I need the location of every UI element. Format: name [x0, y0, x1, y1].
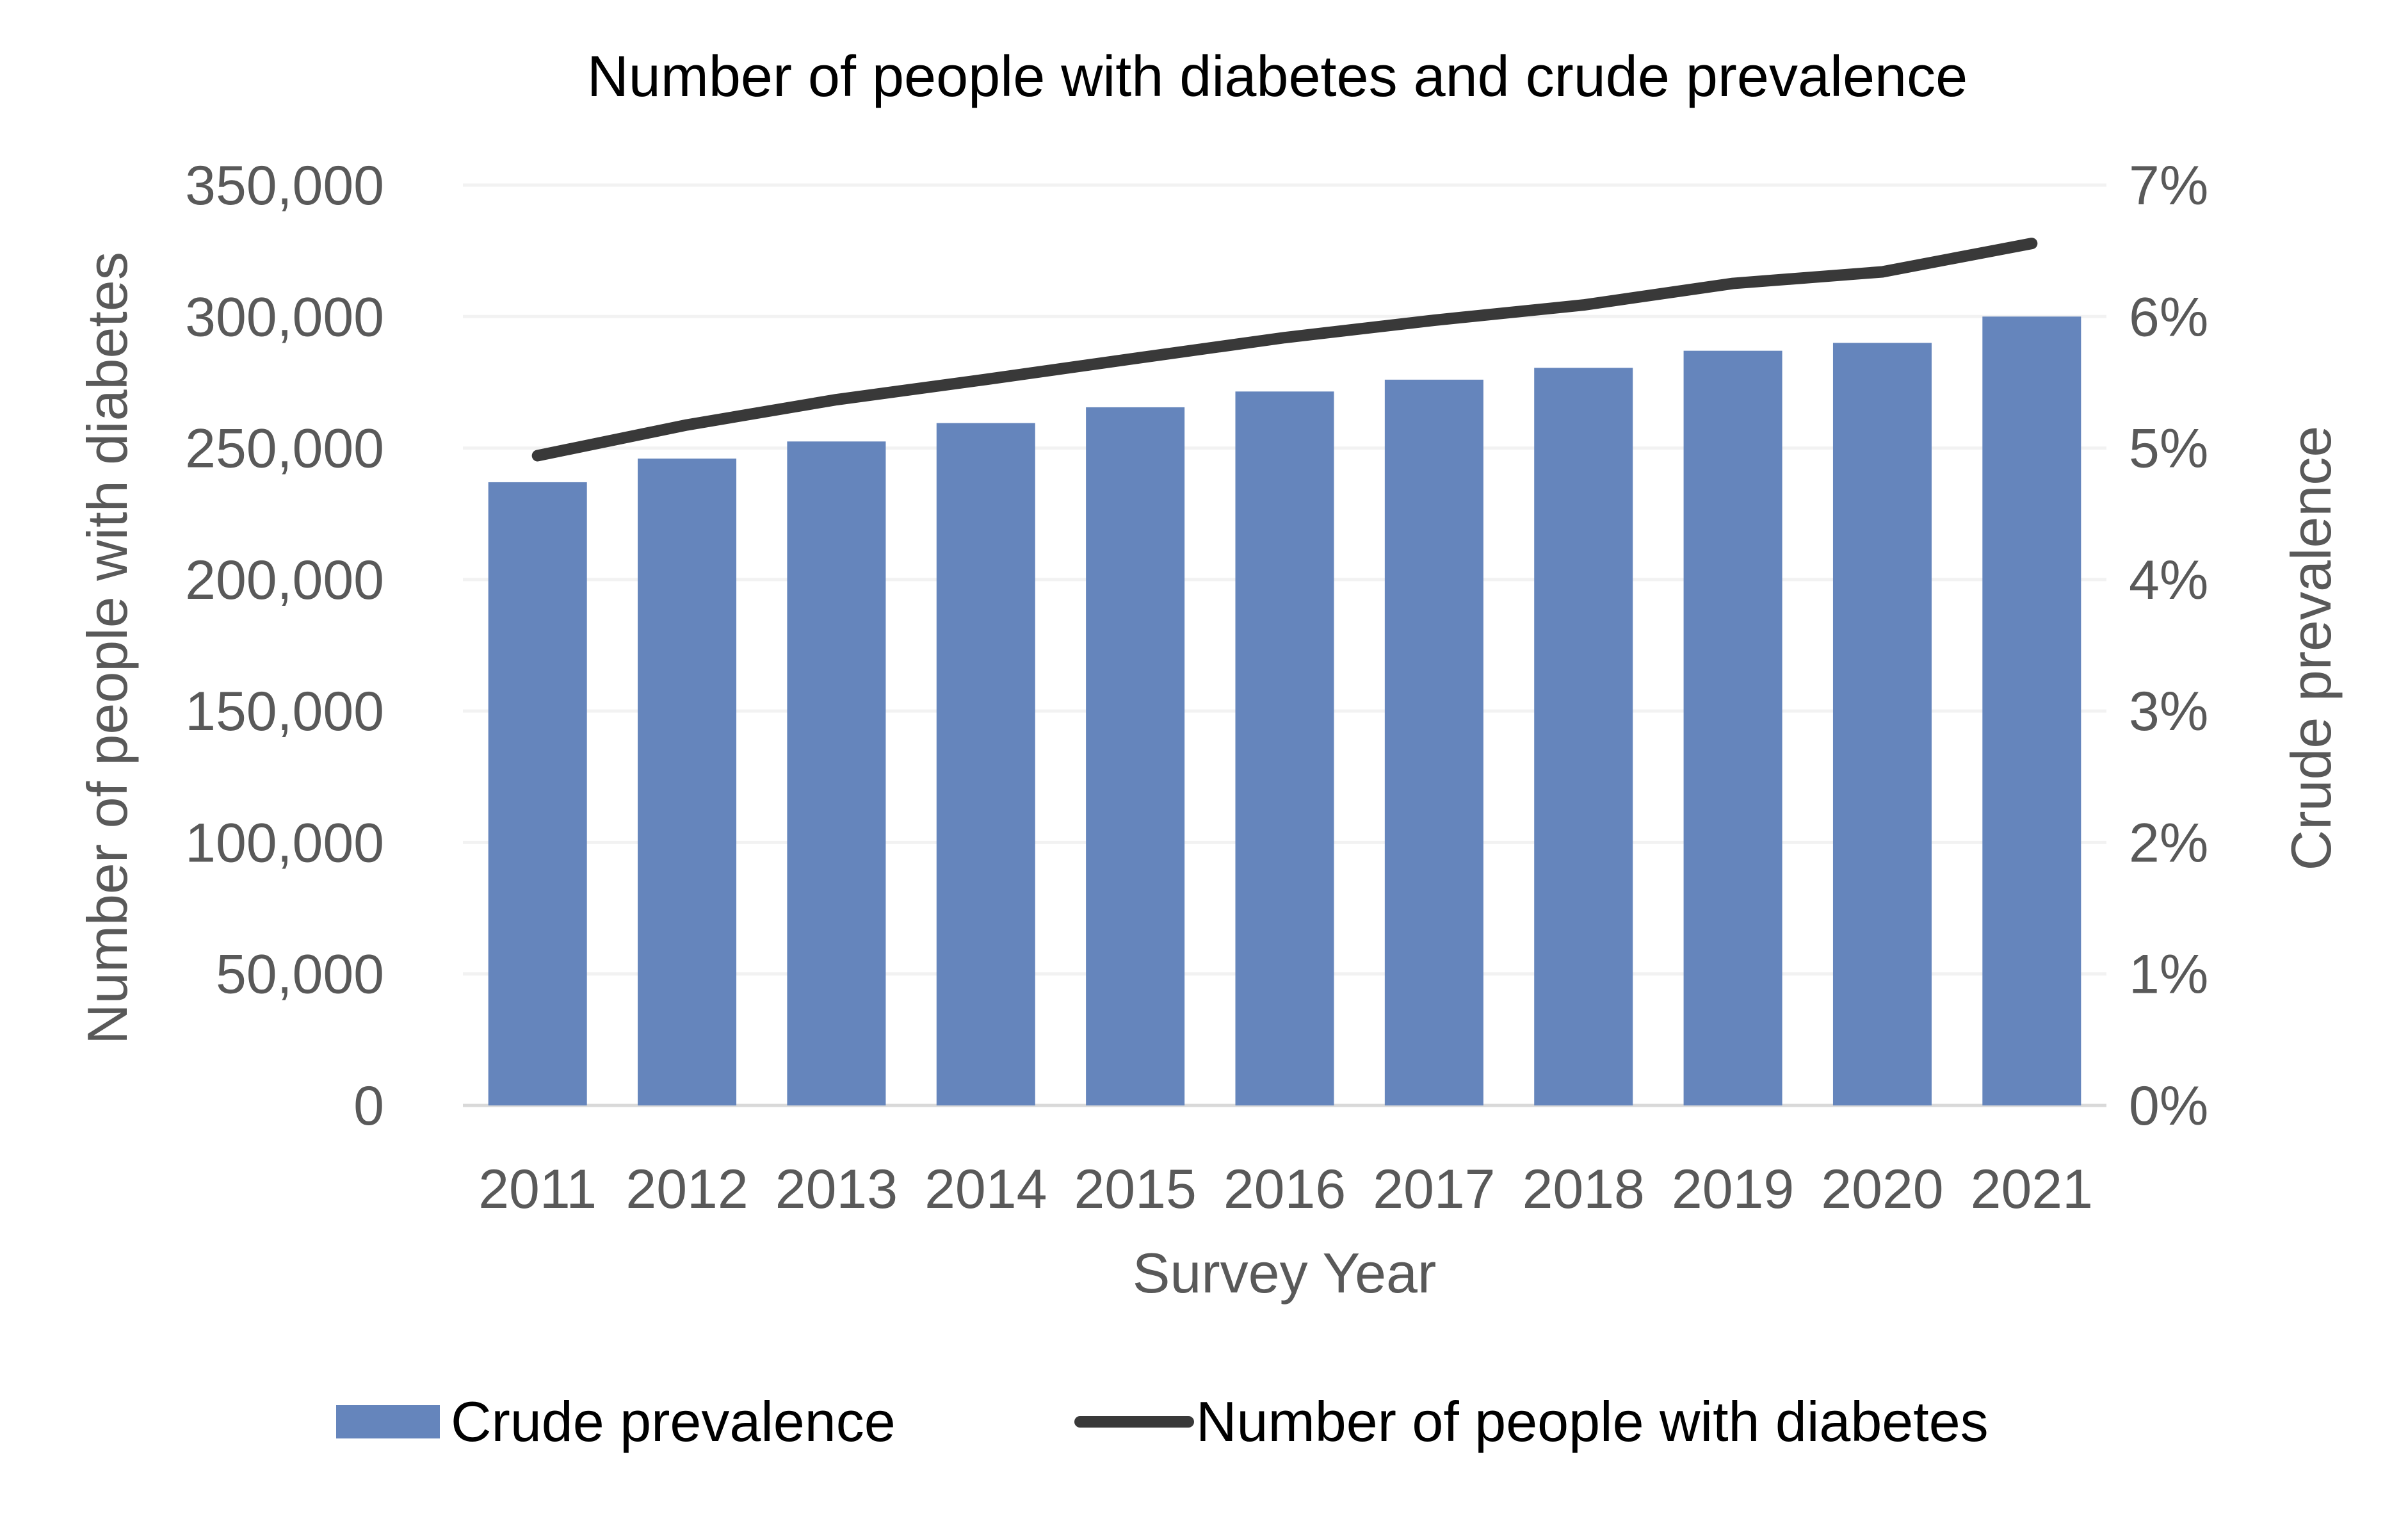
y-right-tick-label: 3%: [2129, 681, 2208, 742]
x-tick-label: 2019: [1672, 1159, 1794, 1220]
y-right-tick-label: 0%: [2129, 1075, 2208, 1137]
legend: Crude prevalence Number of people with d…: [336, 1390, 1989, 1453]
chart-title: Number of people with diabetes and crude…: [587, 45, 1968, 109]
y-right-tick-label: 4%: [2129, 550, 2208, 611]
y-right-tick-label: 6%: [2129, 286, 2208, 348]
y-right-tick-label: 5%: [2129, 418, 2208, 480]
bar-2014: [936, 423, 1035, 1105]
y-left-tick-label: 300,000: [185, 286, 384, 348]
x-tick-label: 2012: [626, 1159, 748, 1220]
x-tick-label: 2021: [1971, 1159, 2093, 1220]
bar-2019: [1683, 350, 1782, 1106]
bar-2012: [638, 458, 737, 1105]
bar-2021: [1982, 316, 2081, 1106]
y-left-tick-label: 100,000: [185, 812, 384, 874]
y-axis-right-title: Crude prevalence: [2279, 426, 2343, 871]
bar-2017: [1384, 379, 1483, 1105]
bar-2018: [1534, 368, 1633, 1105]
x-tick-label: 2017: [1373, 1159, 1495, 1220]
y-right-tick-label: 2%: [2129, 812, 2208, 874]
y-left-tick-label: 250,000: [185, 418, 384, 480]
y-right-tick-label: 7%: [2129, 155, 2208, 216]
y-axis-left-title: Number of people with diabetes: [76, 252, 139, 1045]
x-tick-label: 2014: [925, 1159, 1047, 1220]
y-left-tick-label: 50,000: [216, 944, 384, 1006]
x-tick-label: 2018: [1523, 1159, 1645, 1220]
bar-2011: [488, 482, 587, 1105]
x-tick-label: 2016: [1224, 1159, 1346, 1220]
bar-2013: [787, 441, 886, 1105]
bar-2015: [1086, 407, 1185, 1105]
x-tick-label: 2020: [1821, 1159, 1943, 1220]
x-tick-label: 2011: [478, 1159, 597, 1220]
x-tick-label: 2013: [775, 1159, 898, 1220]
bar-2020: [1832, 343, 1932, 1106]
legend-label-bar: Crude prevalence: [451, 1390, 896, 1453]
bar-2016: [1235, 391, 1334, 1105]
legend-label-line: Number of people with diabetes: [1196, 1390, 1989, 1453]
y-left-tick-label: 200,000: [185, 550, 384, 611]
y-left-tick-label: 350,000: [185, 155, 384, 216]
y-left-tick-label: 0: [353, 1075, 384, 1137]
x-axis-title: Survey Year: [1133, 1241, 1437, 1305]
y-left-tick-label: 150,000: [185, 681, 384, 742]
x-tick-label: 2015: [1074, 1159, 1196, 1220]
legend-swatch-bar: [336, 1405, 440, 1438]
y-right-tick-label: 1%: [2129, 944, 2208, 1006]
